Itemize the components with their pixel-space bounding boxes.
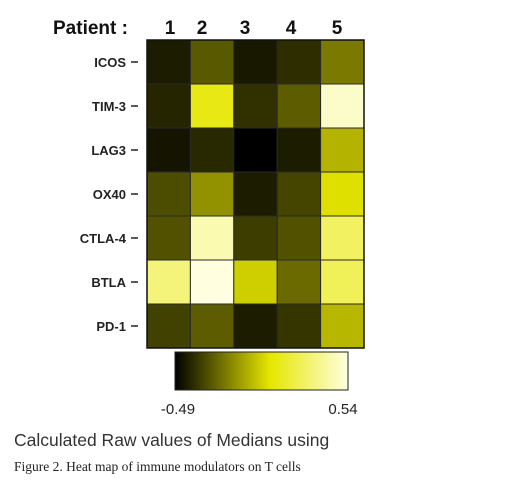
- heatmap-cell: [146, 127, 191, 173]
- row-label-lag3: LAG3: [91, 143, 126, 158]
- heatmap-cell: [189, 83, 235, 129]
- heatmap-cell: [233, 259, 278, 305]
- heatmap-cell: [189, 303, 235, 349]
- row-labels: ICOS TIM-3 LAG3 OX40 CTLA-4 BTLA PD-1: [80, 55, 138, 334]
- column-label-patient-4: 4: [286, 18, 297, 39]
- heatmap-border: [146, 39, 365, 349]
- heatmap-cells: [146, 39, 365, 349]
- heatmap-cell: [276, 39, 322, 85]
- heatmap-cell: [146, 171, 191, 217]
- heatmap-cell: [320, 303, 365, 349]
- heatmap-cell: [276, 83, 322, 129]
- heatmap-cell: [320, 127, 365, 173]
- chart-subtitle: Calculated Raw values of Medians using: [14, 430, 330, 450]
- row-label-pd-1: PD-1: [96, 319, 126, 334]
- heatmap-cell: [189, 171, 235, 217]
- heatmap-cell: [276, 303, 322, 349]
- column-label-patient-2: 2: [197, 18, 208, 39]
- heatmap-cell: [233, 303, 278, 349]
- heatmap-cell: [233, 171, 278, 217]
- heatmap-cell: [189, 215, 235, 261]
- color-scale: -0.49 0.54: [161, 351, 358, 418]
- heatmap-cell: [320, 39, 365, 85]
- heatmap-cell: [146, 39, 191, 85]
- heatmap-cell: [146, 83, 191, 129]
- heatmap-cell: [276, 127, 322, 173]
- row-label-ox40: OX40: [93, 187, 126, 202]
- color-scale-bar: [174, 351, 349, 391]
- heatmap-cell: [276, 215, 322, 261]
- heatmap-cell: [276, 171, 322, 217]
- heatmap-cell: [233, 83, 278, 129]
- scale-min-label: -0.49: [161, 401, 195, 418]
- heatmap-cell: [320, 259, 365, 305]
- row-label-icos: ICOS: [94, 55, 126, 70]
- row-label-btla: BTLA: [91, 275, 126, 290]
- row-label-tim-3: TIM-3: [92, 99, 126, 114]
- column-label-patient-5: 5: [332, 18, 343, 39]
- heatmap-cell: [146, 259, 191, 305]
- column-header-title: Patient :: [53, 18, 128, 39]
- heatmap-cell: [189, 127, 235, 173]
- heatmap-cell: [233, 127, 278, 173]
- heatmap-cell: [146, 303, 191, 349]
- heatmap-cell: [320, 171, 365, 217]
- heatmap-cell: [189, 39, 235, 85]
- heatmap-cell: [233, 215, 278, 261]
- heatmap-cell: [146, 215, 191, 261]
- heatmap-cell: [189, 259, 235, 305]
- heatmap-cell: [276, 259, 322, 305]
- row-label-ctla-4: CTLA-4: [80, 231, 127, 246]
- heatmap-cell: [233, 39, 278, 85]
- scale-max-label: 0.54: [328, 401, 357, 418]
- heatmap-cell: [320, 215, 365, 261]
- column-label-patient-1: 1: [165, 18, 176, 39]
- column-label-patient-3: 3: [240, 18, 251, 39]
- heatmap-cell: [320, 83, 365, 129]
- figure-caption: Figure 2. Heat map of immune modulators …: [14, 459, 301, 474]
